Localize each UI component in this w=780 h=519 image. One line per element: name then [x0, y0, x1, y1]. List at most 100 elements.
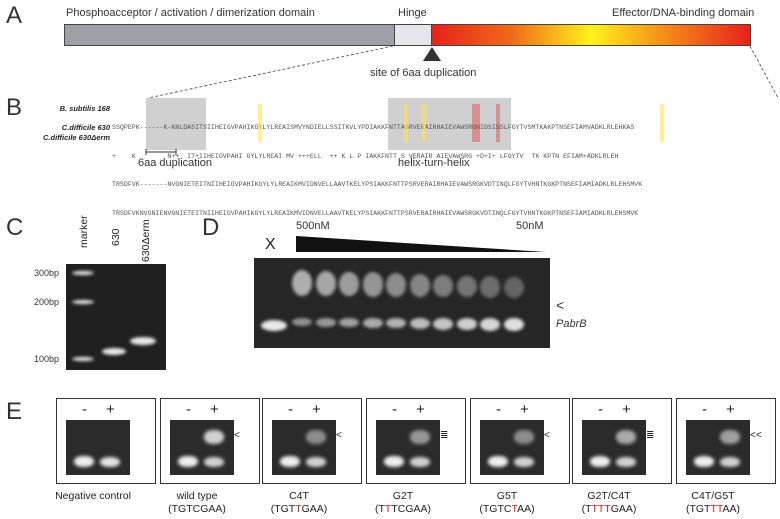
yellow-mark-4 [660, 104, 664, 142]
blot-band-free-minus [590, 456, 610, 467]
gel-d-band-free [433, 318, 453, 330]
duplication-site-marker [147, 45, 779, 99]
blot-name: G5T [496, 490, 518, 502]
blot-seq: (TGTCGAA) [168, 503, 226, 515]
blot-band-free-plus [514, 457, 534, 467]
gel-d-band-shift [339, 271, 359, 297]
band-630derm [130, 337, 156, 345]
blot-band-free-minus [280, 456, 300, 467]
zoom-line-left [147, 45, 394, 99]
gel-d-band-free [503, 318, 524, 332]
dup-bracket [145, 149, 177, 155]
blot-seq-pre: (T [374, 503, 385, 515]
blot-name: C4T/G5T [691, 490, 735, 502]
gel-d-band-free [456, 318, 477, 331]
hth-highlight [388, 98, 511, 150]
blot-minus-label: - [496, 401, 501, 418]
blot-seq-mutation: T [384, 503, 392, 515]
strain-name-1: B. subtilis 168 [59, 104, 110, 113]
blot-band-shift-plus [616, 430, 636, 444]
blot-name: C4T [289, 490, 309, 502]
gel-d-band-shift [292, 270, 312, 296]
marker-100bp: 100bp [34, 354, 60, 364]
marker-200bp: 200bp [34, 297, 60, 307]
shift-marker-d: < [556, 297, 565, 313]
blot-band-shift-plus [204, 430, 224, 444]
blot-band-free-minus [384, 456, 404, 467]
blot-seq: (TTTCGAA) [353, 503, 453, 516]
hth-label: helix-turn-helix [398, 157, 470, 169]
blot-seq-mutation: T [511, 503, 518, 515]
blot-band-free-plus [410, 457, 430, 467]
gel-d-band-shift [456, 275, 477, 298]
blot-seq: (TGTTGAA) [249, 503, 349, 516]
hinge-label: Hinge [398, 7, 427, 19]
blot-plus-label: + [106, 401, 115, 418]
gel-d-band-free [480, 318, 500, 331]
blot-seq-mutation: TTT [591, 503, 611, 515]
panel-label-b: B [6, 94, 23, 121]
triangle-marker [423, 47, 441, 61]
domain-left-label: Phosphoacceptor / activation / dimerizat… [66, 7, 315, 19]
blot-seq-pre: (TGT [270, 503, 296, 515]
seq-row-3: TRSDFVKNVGNIENVGNIETEITNIIHEIGVPAHIKGYLY… [112, 209, 639, 217]
blot-seq: (TTTTGAA) [559, 503, 659, 516]
marker-band-200 [72, 300, 94, 304]
blot-minus-label: - [288, 401, 293, 418]
blot-minus-label: - [392, 401, 397, 418]
domain-bar-effector [431, 24, 751, 46]
blot-band-free-plus [204, 457, 224, 467]
blot-band-shift-plus [410, 430, 430, 444]
gel-d-band-free [409, 318, 430, 329]
gel-d-band-free [362, 318, 383, 328]
gel-d-band-free [386, 318, 406, 329]
blot-plus-label: + [210, 401, 219, 418]
marker-band-300 [72, 271, 94, 275]
blot-plus-label: + [416, 401, 425, 418]
blot-gel [686, 420, 750, 475]
gel-d-band-shift [386, 273, 406, 297]
blot-name: G2T [392, 490, 414, 502]
blot-band-shift-plus [306, 430, 326, 444]
blot-band-free-minus [178, 456, 198, 467]
blot-seq-pre: (T [581, 503, 592, 515]
blot-gel [66, 420, 130, 475]
gel-d-band-free-x [261, 320, 287, 331]
blot-band-free-plus [720, 457, 740, 467]
blot-band-shift-plus [514, 430, 534, 444]
strain-name-3: C.difficile 630Δerm [42, 132, 110, 142]
blot-plus-label: + [312, 401, 321, 418]
yellow-mark-1 [258, 104, 262, 142]
blot-plus-label: + [622, 401, 631, 418]
conc-low-label: 50nM [516, 220, 544, 232]
domain-right-label: Effector/DNA-binding domain [612, 7, 755, 19]
blot-seq: (TGTCTAA) [457, 503, 557, 516]
blot-gel [480, 420, 544, 475]
seq-row-1: SSQPEPK------K-KNLDASITSIIHEIGVPAHIKGYLY… [112, 124, 635, 131]
conc-high-label: 500nM [296, 220, 330, 232]
panel-label-e: E [6, 398, 23, 425]
blot-arrow: ≣ [440, 430, 449, 441]
probe-label: PabrB [556, 318, 587, 330]
blot-minus-label: - [598, 401, 603, 418]
gel-d-band-free [292, 318, 312, 326]
blot-band-free-minus [488, 456, 508, 467]
blot-name: G2T/C4T [587, 490, 631, 502]
blot-plus-label: + [726, 401, 735, 418]
blot-minus-label: - [702, 401, 707, 418]
blot-plus-label: + [520, 401, 529, 418]
gel-d-band-shift [315, 270, 336, 297]
gel-d-band-shift [433, 274, 453, 298]
blot-gel [582, 420, 646, 475]
marker-band-100 [72, 357, 94, 361]
lane-x-label: X [265, 236, 276, 253]
gel-d-band-shift [362, 272, 383, 297]
blot-seq-post: AA) [722, 503, 741, 515]
dup-highlight [146, 98, 206, 150]
seq-row-2: TRSDFVK-------NVGNIETEITNIIHEIGVPAHIKGYL… [112, 181, 643, 188]
yellow-mark-2 [404, 104, 408, 142]
panel-label-a: A [6, 2, 23, 29]
concentration-wedge [296, 236, 546, 252]
marker-300bp: 300bp [34, 268, 60, 278]
blot-arrow: ≣ [646, 430, 655, 441]
